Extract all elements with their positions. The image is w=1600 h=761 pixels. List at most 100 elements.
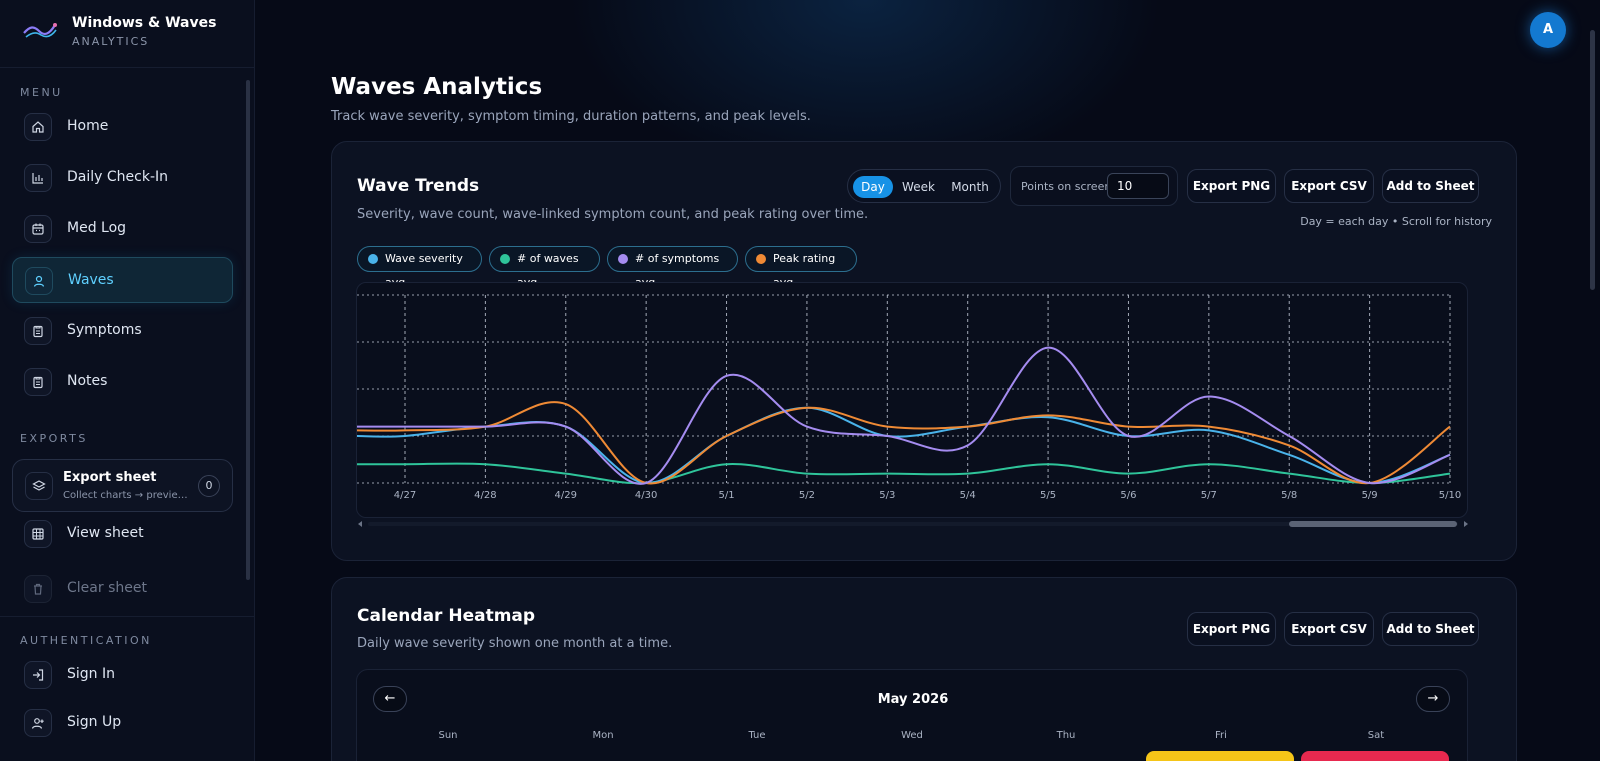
brand[interactable]: Windows & Waves ANALYTICS [0, 0, 255, 68]
weekday-tue: Tue [748, 730, 766, 741]
avatar[interactable]: A [1530, 12, 1566, 48]
legend-dot [500, 254, 510, 264]
series-line-symptoms [357, 346, 1451, 485]
heatmap-add-to-sheet-button[interactable]: Add to Sheet [1382, 612, 1479, 646]
x-tick-label: 4/28 [474, 490, 496, 501]
chart-horizontal-scrollbar[interactable] [356, 519, 1468, 529]
calendar-heatmap-card: Calendar Heatmap Daily wave severity sho… [331, 577, 1517, 761]
calendar-icon [24, 215, 52, 243]
heatmap-export-png-button[interactable]: Export PNG [1187, 612, 1276, 646]
export-sheet-count-badge: 0 [198, 475, 220, 497]
legend-chip-peak-rating[interactable]: Peak rating avg [745, 246, 857, 289]
x-tick-label: 5/3 [879, 490, 895, 501]
sidebar-item-daily-check-in[interactable]: Daily Check-In [12, 155, 233, 201]
sidebar-item-notes[interactable]: Notes [12, 359, 233, 405]
legend-chip-symptoms[interactable]: # of symptoms avg [607, 246, 738, 289]
page-scrollbar[interactable] [1590, 30, 1595, 290]
heatmap-export-csv-button[interactable]: Export CSV [1284, 612, 1374, 646]
sidebar-item-med-log[interactable]: Med Log [12, 206, 233, 252]
sidebar-item-clear-sheet[interactable]: Clear sheet [12, 566, 233, 612]
legend-chip-wave-severity[interactable]: Wave severity avg [357, 246, 482, 289]
x-tick-label: 5/10 [1439, 490, 1461, 501]
prev-month-button[interactable]: ← [373, 686, 407, 712]
sidebar-item-label: View sheet [67, 525, 144, 541]
x-tick-label: 4/29 [555, 490, 577, 501]
legend-dot [368, 254, 378, 264]
weekday-sun: Sun [438, 730, 458, 741]
main-content: A Waves Analytics Track wave severity, s… [255, 0, 1600, 761]
series-line-waves [357, 462, 1451, 485]
brand-name: Windows & Waves [72, 15, 217, 31]
points-on-screen-input[interactable]: 10 [1107, 173, 1169, 199]
export-csv-button[interactable]: Export CSV [1284, 169, 1374, 203]
auth-divider [0, 616, 255, 617]
home-icon [24, 113, 52, 141]
authentication-section-label: AUTHENTICATION [20, 634, 152, 647]
x-tick-label: 5/1 [718, 490, 734, 501]
export-sheet-title: Export sheet [63, 470, 157, 485]
heatmap-day-cell[interactable] [1301, 751, 1449, 761]
x-tick-label: 4/27 [394, 490, 416, 501]
heatmap-day-cell[interactable] [1146, 751, 1294, 761]
clipboard-icon [24, 317, 52, 345]
sidebar-item-symptoms[interactable]: Symptoms [12, 308, 233, 354]
x-tick-label: 5/5 [1040, 490, 1056, 501]
user-icon [25, 267, 53, 295]
granularity-tabs: Day Week Month [847, 169, 1001, 203]
wave-logo-icon [23, 23, 57, 38]
tab-week[interactable]: Week [902, 180, 935, 194]
menu-section-label: MENU [20, 86, 63, 99]
sidebar-item-view-sheet[interactable]: View sheet [12, 511, 233, 557]
trend-chart-panel: 4/27 4/28 4/29 4/30 5/1 5/2 5/3 5/4 5/5 5/6 5/7 5/8… [356, 282, 1468, 518]
sidebar-item-home[interactable]: Home [12, 104, 233, 150]
series-line-wave-severity [356, 406, 1451, 485]
points-on-screen-label: Points on screen [1021, 180, 1112, 193]
legend-dot [756, 254, 766, 264]
tab-day[interactable]: Day [853, 176, 893, 198]
scroll-right-icon[interactable] [1460, 519, 1470, 529]
sidebar-item-label: Sign Up [67, 714, 122, 730]
sidebar-item-label: Waves [68, 272, 114, 288]
page-subtitle: Track wave severity, symptom timing, dur… [331, 109, 811, 124]
export-sheet-card[interactable]: Export sheet Collect charts → preview an… [12, 459, 233, 512]
trash-icon [24, 575, 52, 603]
x-tick-label: 5/6 [1120, 490, 1136, 501]
sidebar-item-label: Symptoms [67, 322, 142, 338]
bar-chart-icon [24, 164, 52, 192]
sidebar-item-waves[interactable]: Waves [12, 257, 233, 303]
sidebar-item-sign-up[interactable]: Sign Up [12, 700, 233, 746]
calendar-panel: ← May 2026 → Sun Mon Tue Wed Thu Fri Sat [356, 669, 1468, 761]
sidebar-item-sign-in[interactable]: Sign In [12, 652, 233, 698]
add-user-icon [24, 709, 52, 737]
heatmap-title: Calendar Heatmap [357, 606, 536, 626]
x-tick-label: 4/30 [635, 490, 657, 501]
x-tick-label: 5/4 [960, 490, 976, 501]
sidebar-item-label: Home [67, 118, 109, 134]
x-tick-label: 5/9 [1362, 490, 1378, 501]
export-png-button[interactable]: Export PNG [1187, 169, 1276, 203]
sign-in-icon [24, 661, 52, 689]
brand-tagline: ANALYTICS [72, 35, 150, 48]
next-month-button[interactable]: → [1416, 686, 1450, 712]
tab-month[interactable]: Month [951, 180, 989, 194]
scroll-track [368, 522, 1458, 526]
add-to-sheet-button[interactable]: Add to Sheet [1382, 169, 1479, 203]
legend-chip-waves[interactable]: # of waves avg [489, 246, 600, 289]
exports-section-label: EXPORTS [20, 432, 88, 445]
wave-trends-title: Wave Trends [357, 176, 480, 196]
wave-trends-card: Wave Trends Severity, wave count, wave-l… [331, 141, 1517, 561]
scroll-left-icon[interactable] [356, 519, 366, 529]
wave-trends-subtitle: Severity, wave count, wave-linked sympto… [357, 207, 869, 222]
legend-dot [618, 254, 628, 264]
weekday-mon: Mon [592, 730, 614, 741]
x-tick-label: 5/7 [1201, 490, 1217, 501]
sidebar-item-label: Clear sheet [67, 580, 147, 596]
clipboard-icon [24, 368, 52, 396]
scroll-thumb[interactable] [1289, 521, 1457, 527]
sidebar-scrollbar[interactable] [246, 80, 250, 580]
weekday-thu: Thu [1056, 730, 1076, 741]
trend-line-chart: 4/27 4/28 4/29 4/30 5/1 5/2 5/3 5/4 5/5 5/6 5/7 5/8… [356, 294, 1461, 501]
weekday-wed: Wed [901, 730, 923, 741]
x-tick-label: 5/8 [1281, 490, 1297, 501]
table-icon [24, 520, 52, 548]
